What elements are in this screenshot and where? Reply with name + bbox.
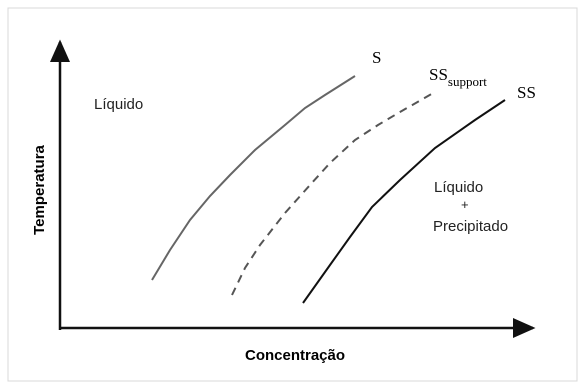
x-axis-label: Concentração xyxy=(245,347,345,364)
curve-ss-support xyxy=(231,91,436,296)
curve-label: SS xyxy=(517,83,536,102)
curve-label: S xyxy=(372,48,381,67)
curve-label-subscript: support xyxy=(448,74,487,89)
frame xyxy=(7,7,578,382)
region-label: + xyxy=(461,197,469,212)
y-axis-label: Temperatura xyxy=(31,144,48,234)
curve-label-main: SS xyxy=(429,65,448,84)
curve-s xyxy=(151,75,356,281)
curve-ss xyxy=(302,99,506,304)
region-label: Líquido xyxy=(434,179,483,196)
curve-label: SSsupport xyxy=(429,65,487,89)
region-label: Precipitado xyxy=(433,218,508,235)
region-label: Líquido xyxy=(94,96,143,113)
